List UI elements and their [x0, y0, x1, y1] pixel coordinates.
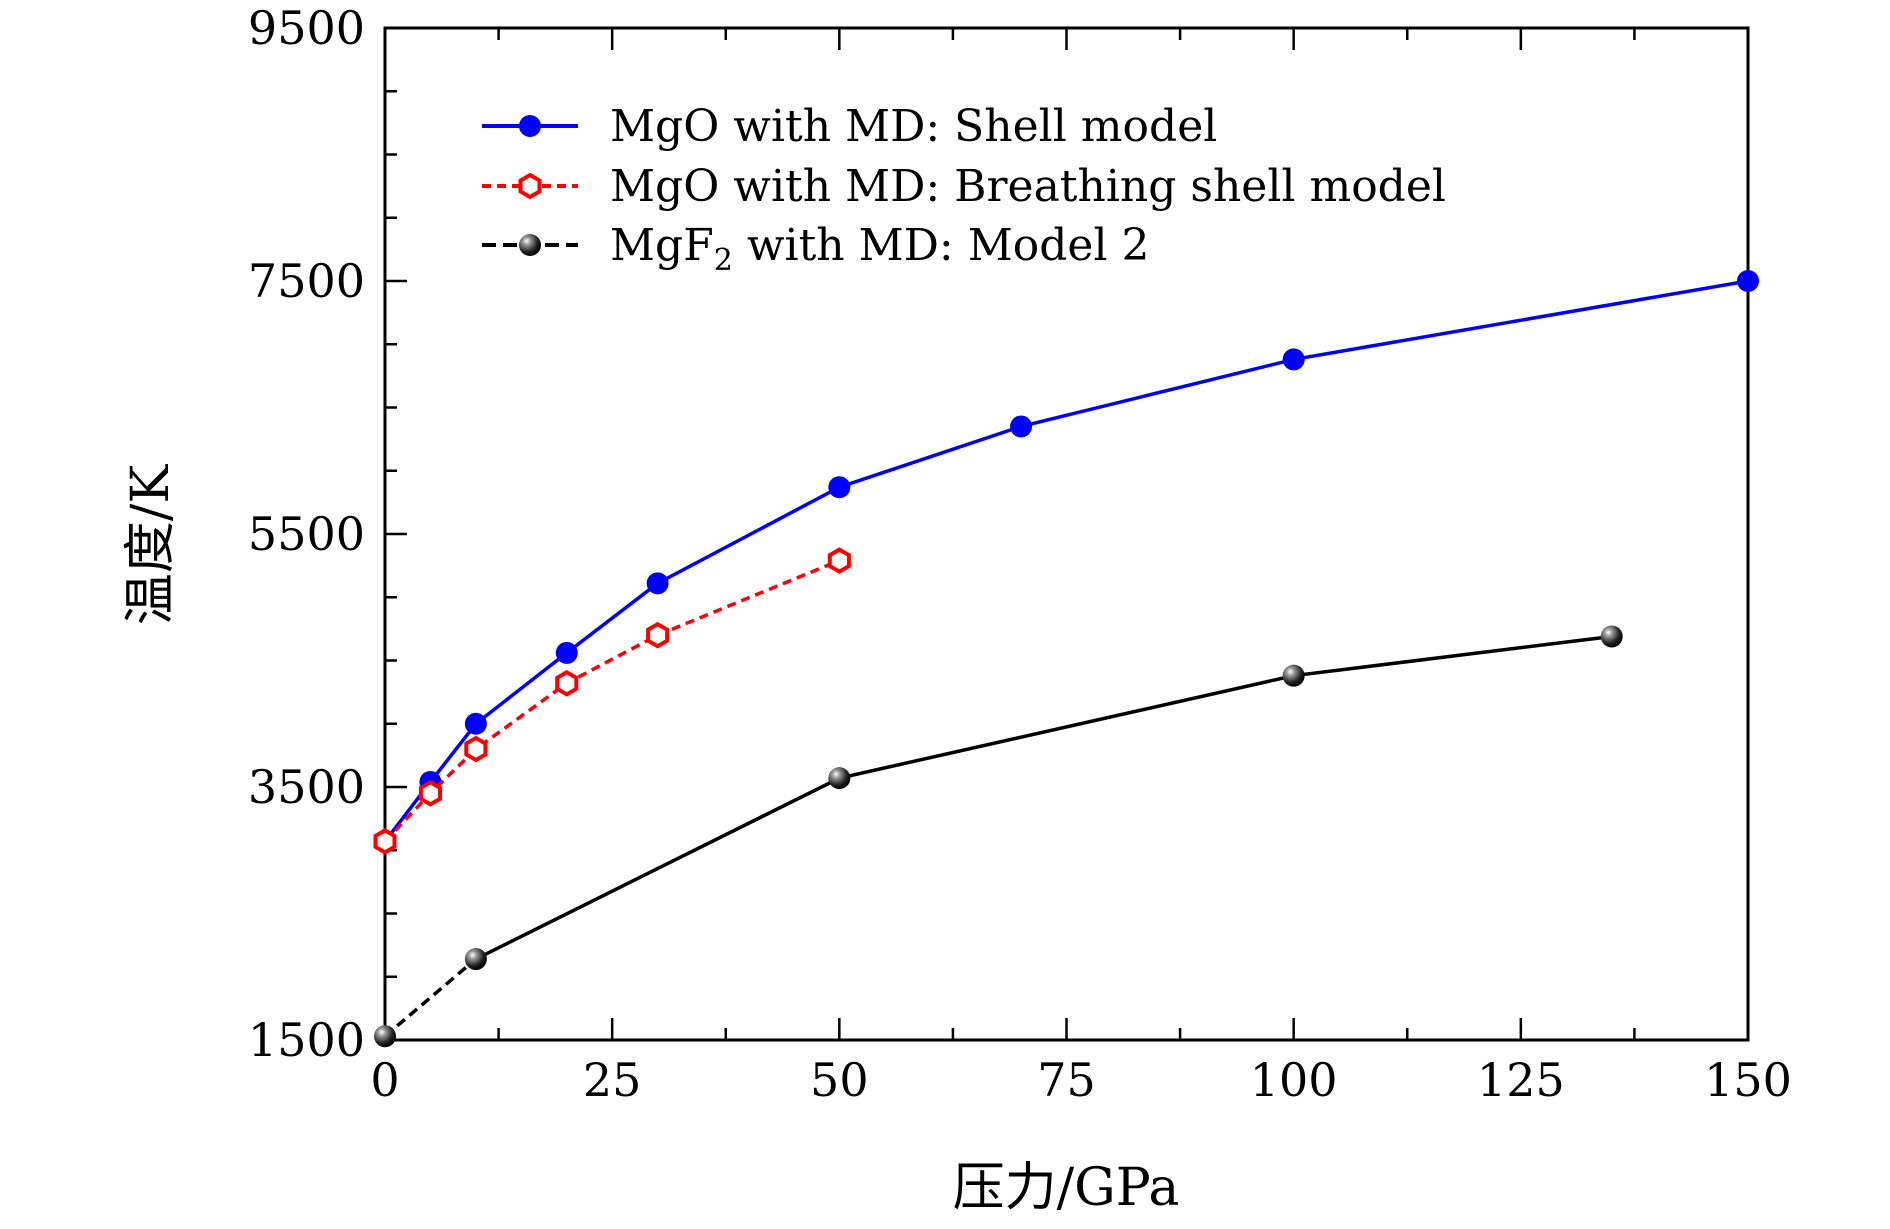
y-tick-label: 7500 — [248, 254, 365, 308]
data-point — [1282, 664, 1305, 687]
legend-label-mgf2-suffix: with MD: Model 2 — [733, 220, 1150, 271]
y-tick-label: 9500 — [248, 1, 365, 55]
data-point — [646, 621, 670, 649]
legend-label-breathing-shell-model: MgO with MD: Breathing shell model — [610, 161, 1446, 212]
y-tick-label: 5500 — [248, 507, 365, 561]
legend-label-mgf2-subscript: 2 — [714, 243, 733, 278]
y-tick-label: 3500 — [248, 760, 365, 814]
legend-label-mgf2-model-2: MgF2 with MD: Model 2 — [610, 220, 1150, 278]
x-tick-label: 0 — [370, 1053, 399, 1107]
data-point — [464, 735, 488, 763]
legend-label-shell-model: MgO with MD: Shell model — [610, 101, 1217, 152]
data-point — [373, 828, 397, 855]
data-point — [828, 767, 851, 790]
x-tick-label: 50 — [810, 1053, 869, 1107]
data-point — [1282, 348, 1305, 371]
data-point — [555, 641, 578, 664]
series-breathing-shell-model-line — [383, 558, 840, 843]
data-point — [1600, 625, 1623, 648]
data-point — [1010, 415, 1033, 438]
data-point — [464, 948, 487, 971]
y-axis-tick-labels: 1500 3500 5500 7500 9500 — [248, 1, 365, 1067]
series-breathing-shell-model — [373, 547, 851, 855]
legend-entry-breathing-shell-model: MgO with MD: Breathing shell model — [482, 161, 1446, 212]
legend-entry-mgf2-model-2: MgF2 with MD: Model 2 — [482, 220, 1150, 278]
data-point — [418, 779, 442, 807]
data-point — [464, 712, 487, 735]
series-mgf2-model-2-line — [475, 634, 1612, 961]
x-tick-label: 75 — [1037, 1053, 1096, 1107]
legend-marker-shell-model — [519, 115, 541, 137]
series-layer — [373, 270, 1759, 1048]
y-tick-label: 1500 — [248, 1013, 365, 1067]
data-point — [1737, 270, 1759, 292]
x-tick-label: 25 — [583, 1053, 642, 1107]
x-tick-label: 125 — [1477, 1053, 1565, 1107]
legend-marker-mgf2-model-2 — [519, 234, 541, 256]
x-tick-label: 150 — [1704, 1053, 1792, 1107]
legend-marker-breathing-shell-model — [518, 172, 542, 200]
y-axis-ticks — [385, 26, 407, 1042]
y-axis-title: 温度/K — [121, 464, 181, 626]
series-mgf2-model-2-line-dashed — [383, 957, 477, 1038]
series-shell-model-line — [383, 279, 1749, 843]
data-point — [828, 476, 851, 499]
x-tick-label: 100 — [1250, 1053, 1338, 1107]
data-point — [555, 669, 579, 697]
data-point — [374, 1025, 396, 1048]
x-axis-ticks — [383, 28, 1750, 1040]
x-axis-title: 压力/GPa — [953, 1158, 1180, 1218]
series-shell-model — [374, 270, 1759, 853]
legend-entry-shell-model: MgO with MD: Shell model — [482, 101, 1217, 152]
x-axis-tick-labels: 0 25 50 75 100 125 150 — [370, 1053, 1792, 1107]
data-point — [827, 547, 851, 574]
data-point — [646, 572, 669, 595]
legend-label-mgf2-base: MgF — [610, 220, 714, 271]
series-mgf2-model-2 — [374, 625, 1623, 1048]
legend: MgO with MD: Shell model MgO with MD: Br… — [482, 101, 1446, 278]
